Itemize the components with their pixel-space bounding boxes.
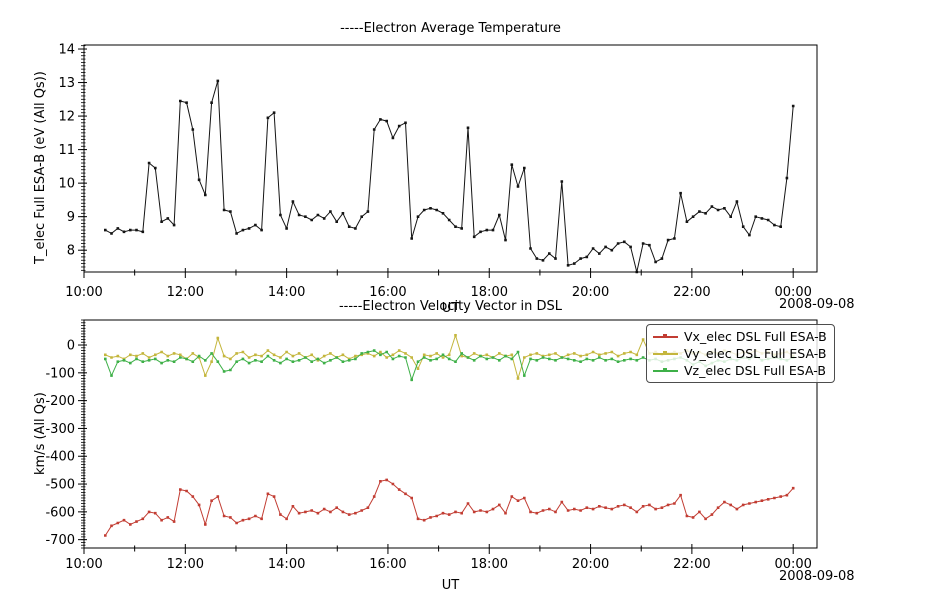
y-tick-label: 13 <box>58 76 75 91</box>
y-tick-label: 0 <box>67 339 75 354</box>
top-date-label: 2008-09-08 <box>779 297 855 312</box>
legend-line-sample <box>653 351 678 355</box>
y-tick-label: 14 <box>58 43 75 58</box>
y-tick-label: -200 <box>45 394 75 409</box>
y-tick-label: -300 <box>45 422 75 437</box>
x-tick-label: 16:00 <box>369 285 406 300</box>
series-line-0 <box>105 80 794 273</box>
top-plot: 10:00 12:00 14:00 16:00 18:00 20:00 22:00 00:00… <box>58 43 818 300</box>
y-tick-label: 8 <box>67 244 75 259</box>
x-tick-label: 22:00 <box>673 557 710 572</box>
y-tick-label: -500 <box>45 478 75 493</box>
bottom-y-axis-label: km/s (All Qs) <box>33 392 48 475</box>
bottom-chart-title: -----Electron Velocity Vector in DSL <box>338 299 563 314</box>
x-tick-label: 10:00 <box>65 557 102 572</box>
top-y-axis-label: T_elec Full ESA-B (eV (All Qs)) <box>33 71 48 264</box>
x-tick-label: 14:00 <box>268 285 305 300</box>
legend-line-sample <box>653 368 678 372</box>
legend-entry-2: Vz_elec DSL Full ESA-B <box>653 362 827 379</box>
y-tick-label: 11 <box>58 143 75 158</box>
x-tick-label: 22:00 <box>673 285 710 300</box>
y-tick-label: -100 <box>45 366 75 381</box>
y-tick-label: 10 <box>58 177 75 192</box>
series-markers-0 <box>104 478 795 537</box>
legend-marker-icon <box>663 368 667 372</box>
bottom-date-label: 2008-09-08 <box>779 569 855 584</box>
x-tick-label: 20:00 <box>572 285 609 300</box>
series-markers-0 <box>104 79 795 274</box>
x-tick-label: 00:00 <box>774 285 811 300</box>
top-x-axis-label: UT <box>441 301 460 316</box>
x-tick-label: 10:00 <box>65 285 102 300</box>
legend-label: Vx_elec DSL Full ESA-B <box>684 329 827 344</box>
bottom-plot: 10:00 12:00 14:00 16:00 18:00 20:00 22:00 00:00… <box>45 319 818 572</box>
legend-entry-0: Vx_elec DSL Full ESA-B <box>653 328 827 345</box>
y-tick-label: -400 <box>45 450 75 465</box>
x-tick-label: 00:00 <box>774 557 811 572</box>
y-tick-label: -700 <box>45 533 75 548</box>
x-tick-label: 12:00 <box>167 557 204 572</box>
legend-label: Vz_elec DSL Full ESA-B <box>684 363 826 378</box>
y-tick-label: -600 <box>45 505 75 520</box>
x-tick-label: 16:00 <box>369 557 406 572</box>
x-tick-label: 20:00 <box>572 557 609 572</box>
x-tick-label: 18:00 <box>471 285 508 300</box>
legend-marker-icon <box>663 334 667 338</box>
legend: Vx_elec DSL Full ESA-B Vy_elec DSL Full E… <box>646 324 835 383</box>
x-tick-label: 14:00 <box>268 557 305 572</box>
y-tick-label: 9 <box>67 210 75 225</box>
axes-frame <box>83 44 818 273</box>
bottom-x-axis-label: UT <box>441 578 460 593</box>
legend-line-sample <box>653 334 678 338</box>
y-tick-label: 12 <box>58 110 75 125</box>
x-tick-label: 18:00 <box>471 557 508 572</box>
legend-entry-1: Vy_elec DSL Full ESA-B <box>653 345 827 362</box>
legend-label: Vy_elec DSL Full ESA-B <box>684 346 827 361</box>
legend-marker-icon <box>663 351 667 355</box>
series-line-0 <box>104 479 794 536</box>
x-tick-label: 12:00 <box>167 285 204 300</box>
top-chart-title: -----Electron Average Temperature <box>340 21 561 36</box>
